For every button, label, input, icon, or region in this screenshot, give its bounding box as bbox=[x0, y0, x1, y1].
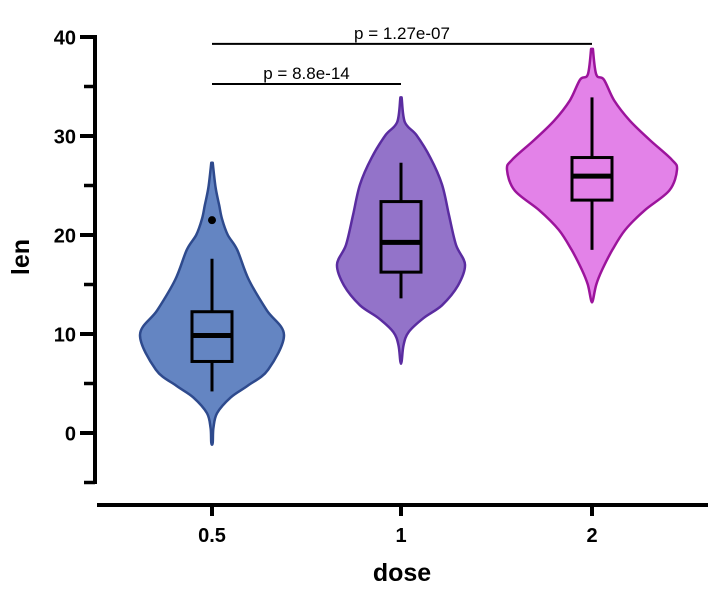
y-axis-title: len bbox=[7, 239, 35, 275]
y-axis-tick-label: 40 bbox=[54, 28, 76, 50]
x-axis-tick-label: 2 bbox=[586, 525, 597, 547]
outlier-point-dose-0.5 bbox=[208, 216, 216, 225]
x-axis-tick-label: 0.5 bbox=[198, 525, 226, 547]
x-axis-title: dose bbox=[373, 559, 431, 587]
box-dose-1 bbox=[379, 200, 423, 274]
box-dose-2 bbox=[570, 156, 614, 202]
y-axis-tick-label: 10 bbox=[54, 325, 76, 347]
y-axis-tick-label: 0 bbox=[65, 424, 76, 446]
pvalue-label-1: p = 8.8e-14 bbox=[263, 64, 350, 83]
x-axis-tick-label: 1 bbox=[395, 525, 406, 547]
violin-dose-1 bbox=[335, 96, 467, 366]
y-axis-tick-label: 20 bbox=[54, 226, 76, 248]
y-axis-tick-label: 30 bbox=[54, 127, 76, 149]
pvalue-label-2: p = 1.27e-07 bbox=[354, 24, 450, 43]
